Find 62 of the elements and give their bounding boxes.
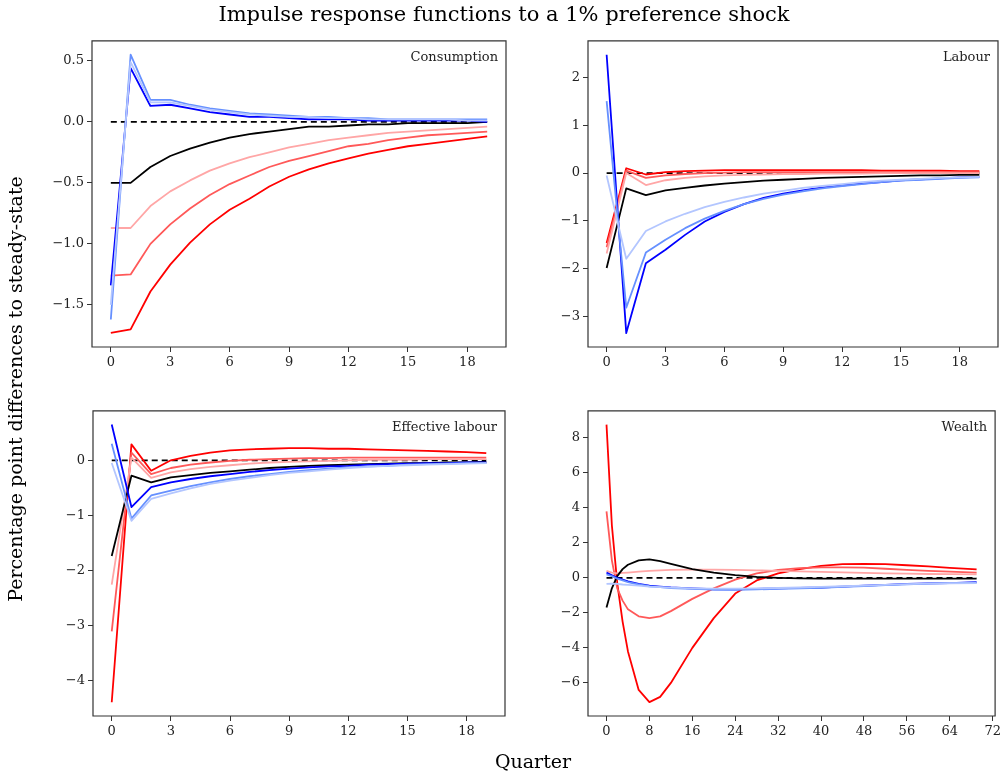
x-tick-label: 12: [833, 354, 851, 370]
y-tick-label: −4: [65, 671, 85, 687]
y-tick-label: −1.0: [52, 235, 84, 251]
annotation: Consumption: [410, 48, 499, 64]
x-tick-label: 15: [399, 723, 416, 739]
y-tick-label: 0: [76, 451, 85, 467]
x-tick-label: 18: [459, 354, 476, 370]
y-tick-label: −3: [65, 616, 85, 632]
y-tick-label: 4: [571, 499, 580, 515]
y-tick-label: 6: [571, 464, 580, 480]
x-tick-label: 15: [399, 354, 417, 370]
x-tick-label: 12: [340, 723, 357, 739]
x-tick-label: 18: [951, 354, 969, 370]
y-tick-label: −6: [560, 674, 580, 690]
x-tick-label: 0: [602, 723, 611, 739]
y-tick-label: −2: [560, 260, 580, 276]
annotation: Effective labour: [392, 418, 498, 434]
x-tick-label: 56: [898, 723, 916, 739]
x-tick-label: 9: [779, 354, 788, 370]
y-tick-label: −2: [560, 604, 580, 620]
y-tick-label: −4: [560, 639, 580, 655]
annotation: Wealth: [941, 418, 988, 434]
x-tick-label: 24: [726, 723, 744, 739]
y-tick-label: −0.5: [52, 174, 84, 190]
x-tick-label: 40: [812, 723, 830, 739]
x-tick-label: 0: [602, 354, 611, 370]
x-tick-label: 9: [284, 354, 294, 370]
y-axis-title: Percentage point differences to steady-state: [4, 175, 26, 604]
y-tick-label: 2: [571, 534, 580, 550]
y-tick-label: 8: [571, 429, 580, 445]
chart-title: Impulse response functions to a 1% preference shock: [217, 1, 791, 28]
y-tick-label: 0: [571, 164, 580, 180]
y-tick-label: −1.5: [52, 296, 84, 312]
x-tick-label: 72: [984, 723, 1001, 739]
x-tick-label: 3: [661, 354, 670, 370]
x-tick-label: 9: [285, 723, 294, 739]
x-tick-label: 8: [645, 723, 654, 739]
x-tick-label: 3: [166, 723, 176, 739]
x-tick-label: 0: [106, 354, 115, 370]
x-tick-label: 6: [225, 354, 234, 370]
x-axis-title: Quarter: [493, 750, 573, 772]
x-tick-label: 48: [855, 723, 873, 739]
annotation: Labour: [942, 48, 991, 64]
y-tick-label: −2: [65, 561, 85, 577]
x-tick-label: 64: [941, 723, 959, 739]
x-tick-label: 6: [720, 354, 729, 370]
y-tick-label: 2: [571, 68, 580, 84]
y-tick-label: 1: [571, 116, 580, 132]
x-tick-label: 16: [684, 723, 701, 739]
y-tick-label: 0.0: [63, 113, 84, 129]
x-tick-label: 6: [225, 723, 235, 739]
y-tick-label: 0.5: [63, 52, 84, 68]
x-tick-label: 0: [107, 723, 116, 739]
x-tick-label: 12: [340, 354, 357, 370]
y-tick-label: −1: [560, 212, 580, 228]
x-tick-label: 18: [458, 723, 475, 739]
y-tick-label: 0: [571, 569, 580, 585]
y-tick-label: −3: [560, 308, 580, 324]
x-tick-label: 3: [166, 354, 175, 370]
x-tick-label: 15: [892, 354, 910, 370]
y-tick-label: −1: [65, 506, 85, 522]
x-tick-label: 32: [769, 723, 787, 739]
